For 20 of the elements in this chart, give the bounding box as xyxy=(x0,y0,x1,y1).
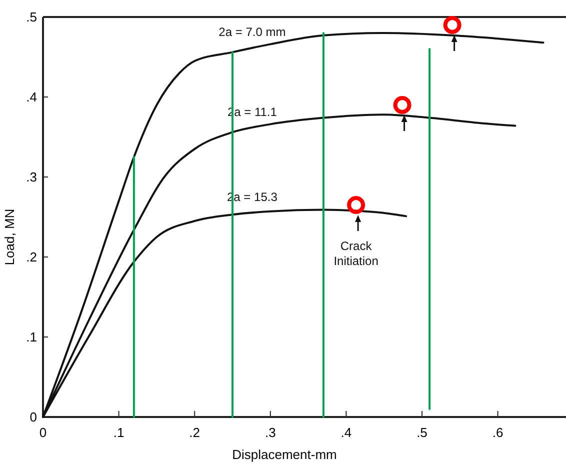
x-tick-label: .6 xyxy=(492,425,504,440)
y-tick-label: .2 xyxy=(26,250,37,265)
x-tick-label: .1 xyxy=(113,425,124,440)
x-tick-label: .5 xyxy=(416,425,428,440)
y-tick-label: 0 xyxy=(30,410,37,425)
y-axis-title: Load, MN xyxy=(2,208,17,266)
x-tick-label: .3 xyxy=(264,425,276,440)
y-tick-label: .1 xyxy=(26,330,37,345)
y-tick-label: .4 xyxy=(26,90,37,105)
x-tick-label: .2 xyxy=(189,425,200,440)
point xyxy=(393,96,412,114)
x-tick-label: 0 xyxy=(39,425,47,440)
x-tick-label: .4 xyxy=(340,425,352,440)
point xyxy=(347,196,366,214)
point xyxy=(443,16,462,34)
y-tick-label: .3 xyxy=(26,170,37,185)
x-axis-title: Displacement-mm xyxy=(232,447,337,462)
annotation: Crack Initiation xyxy=(334,239,378,268)
y-tick-label: .5 xyxy=(26,10,37,25)
series-label: 2a = 7.0 mm xyxy=(218,25,286,40)
